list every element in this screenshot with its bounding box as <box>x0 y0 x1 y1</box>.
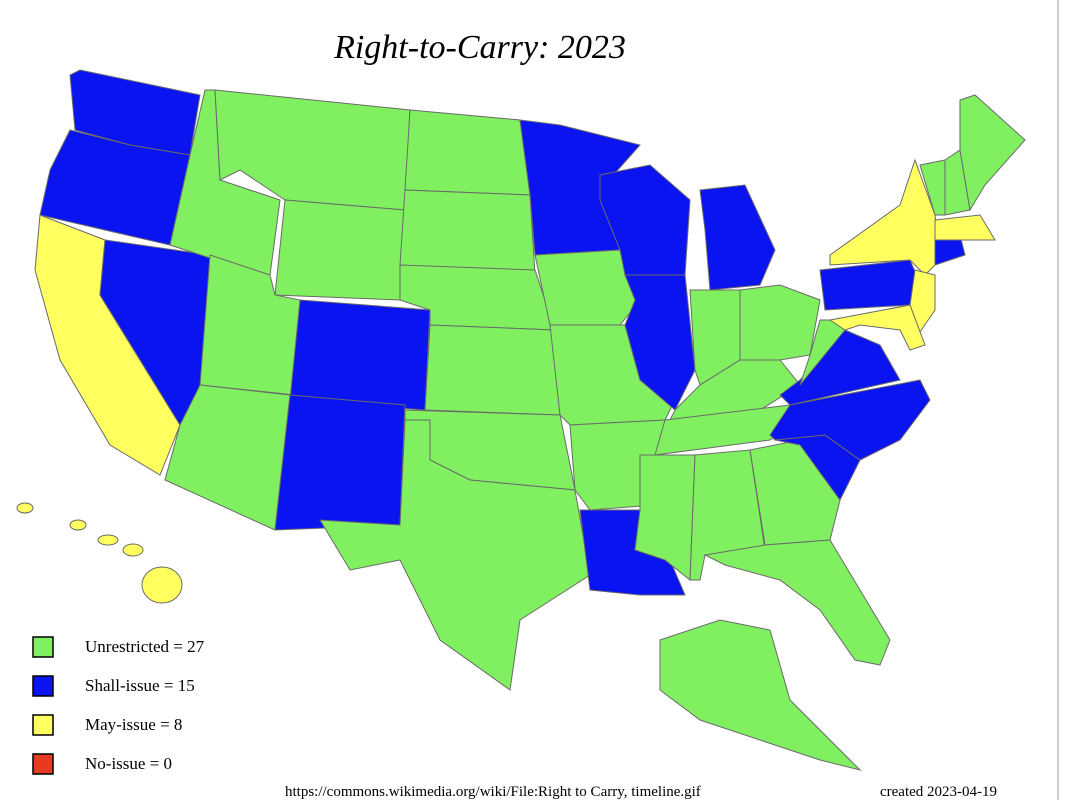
island <box>122 543 144 557</box>
state <box>399 189 536 276</box>
state <box>779 329 901 406</box>
state <box>959 94 1026 212</box>
state <box>319 419 591 691</box>
legend-swatch <box>32 636 54 658</box>
state <box>739 284 821 361</box>
state <box>934 214 996 241</box>
island <box>69 519 87 531</box>
island <box>141 566 183 604</box>
state <box>828 304 926 351</box>
legend-label: Shall-issue = 15 <box>85 676 195 695</box>
state <box>909 269 936 337</box>
source-url: https://commons.wikimedia.org/wiki/File:… <box>285 784 701 800</box>
state <box>274 199 406 301</box>
state <box>424 324 561 416</box>
state <box>164 384 291 531</box>
legend-label: May-issue = 8 <box>85 715 182 734</box>
state <box>703 539 891 666</box>
state <box>699 184 776 291</box>
island <box>97 534 119 546</box>
legend-label: Unrestricted = 27 <box>85 637 205 656</box>
map-title: Right-to-Carry: 2023 <box>333 29 626 66</box>
state <box>769 379 931 461</box>
state <box>624 274 696 411</box>
legend: Unrestricted = 27 Shall-issue = 15 May-iss… <box>32 636 205 775</box>
state <box>289 299 431 411</box>
state <box>404 109 531 196</box>
legend-label: No-issue = 0 <box>85 754 172 773</box>
created-date: created 2023-04-19 <box>880 784 997 800</box>
state <box>274 394 406 531</box>
legend-swatch <box>32 675 54 697</box>
state <box>659 619 862 771</box>
legend-swatch <box>32 753 54 775</box>
island <box>16 502 34 514</box>
legend-swatch <box>32 714 54 736</box>
us-map <box>16 69 1026 771</box>
